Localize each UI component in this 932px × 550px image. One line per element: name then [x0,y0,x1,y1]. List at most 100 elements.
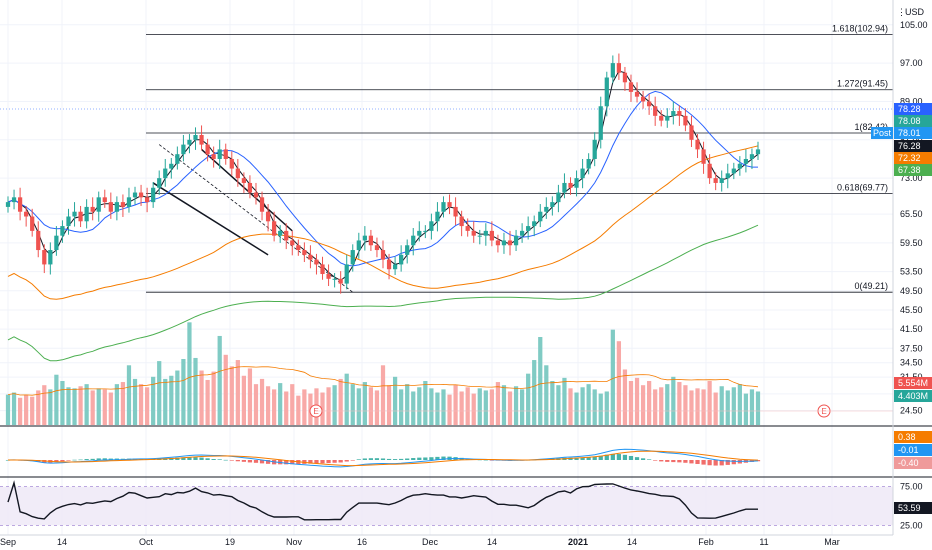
candle-body [513,235,519,246]
volume-bar [665,384,670,425]
volume-bar [114,384,119,425]
macd-histogram-bar [610,453,615,460]
time-tick-label: Dec [422,537,439,547]
macd-histogram-bar [241,460,247,462]
macd-histogram-bar [707,460,712,466]
candle-body [84,206,89,222]
price-tick-label: 45.50 [900,305,923,315]
volume-bar [332,385,337,425]
macd-histogram-bar [199,457,204,460]
candle-body [272,221,277,236]
volume-bar [320,392,325,425]
candle-body [181,144,186,155]
fibonacci-retracement[interactable]: 1.618(102.94)1.272(91.45)1(82.42)0.618(6… [146,24,893,293]
candle-body [592,139,597,159]
volume-bar [241,375,247,425]
macd-histogram-bar [689,460,694,464]
macd-histogram-bar [580,457,585,460]
price-badge-box [894,152,932,164]
candle-body [417,230,422,236]
trendline [201,148,293,232]
volume-bar [247,368,253,425]
macd-histogram-bar [423,457,428,460]
macd-badge: -0.01 [894,444,932,456]
volume-bar [193,357,198,425]
time-tick-label: 14 [57,537,67,547]
volume-bar [24,394,29,425]
volume-bar [501,385,507,425]
fib-level-label: 1.618(102.94) [832,24,888,34]
macd-histogram-bar [72,459,77,461]
price-badge: 67.38 [894,164,932,176]
macd-histogram-bar [695,460,700,464]
currency-label[interactable]: USD [905,7,925,17]
candle-body [368,235,374,246]
candle-body [205,144,210,155]
macd-histogram-bar [755,460,761,462]
price-badge-box [894,115,932,127]
macd-histogram-bar [634,457,640,460]
volume-bar [302,389,307,425]
candle-body [447,202,452,207]
rsi-tick-label: 25.00 [900,520,923,530]
volume-bar [731,387,736,425]
volume-bar [477,388,482,425]
volume-bar [755,391,761,425]
candle-body [362,235,367,241]
candle-body [241,178,247,183]
volume-bar [707,381,712,425]
candle-body [350,250,355,265]
candle-body [114,202,119,212]
candle-body [187,139,192,145]
volume-bar [622,369,628,425]
time-tick-label: 11 [759,537,768,547]
candle-body [253,192,259,198]
candle-body [749,154,755,159]
candle-body [199,135,204,145]
macd-histogram-bar [683,460,688,463]
volume-bar [604,391,609,425]
candle-body [628,82,634,92]
candle-body [737,163,742,169]
chart-grid [0,0,893,535]
macd-histogram-bar [308,460,313,464]
candle-body [356,240,361,251]
time-axis[interactable]: Sep 14 Oct 19 Nov 16 Dec 14 2021 14 Feb 11 Mar [0,534,893,547]
volume-bar [749,389,755,425]
macd-histogram-bar [586,457,591,460]
price-badge: 78.08 [894,115,932,127]
earnings-label: E [313,407,318,416]
candle-body [11,197,17,203]
candle-body [78,211,83,222]
volume-bar [701,389,706,425]
pane-separators[interactable] [0,425,932,478]
candle-body [725,173,730,179]
fib-level-label: 1.272(91.45) [837,79,888,89]
macd-histogram-bar [598,455,603,460]
volume-bar [592,389,597,425]
macd-histogram-bar [338,460,343,463]
price-badge: 78.28 [894,103,932,115]
macd-histogram-bar [235,460,240,462]
volume-bar [453,385,458,425]
volume-bar [586,384,591,425]
volume-bar [634,377,640,425]
macd-histogram-bar [96,458,101,460]
candle-body [90,206,95,212]
price-tick-label: 81.00 [900,135,923,145]
candle-body [701,149,706,164]
candle-body [108,202,113,212]
macd-histogram-bar [622,454,628,460]
macd-histogram-bar [653,460,658,461]
volume-average-line [7,366,759,396]
volume-bar [628,381,634,425]
macd-histogram-bar [66,460,71,461]
price-tick-label: 24.50 [900,406,923,416]
volume-bar [30,396,35,425]
candle-body [308,254,313,260]
candle-body [683,115,688,126]
volume-bar [380,365,386,425]
candle-body [223,149,228,159]
price-badge-label: 78.08 [898,116,921,126]
